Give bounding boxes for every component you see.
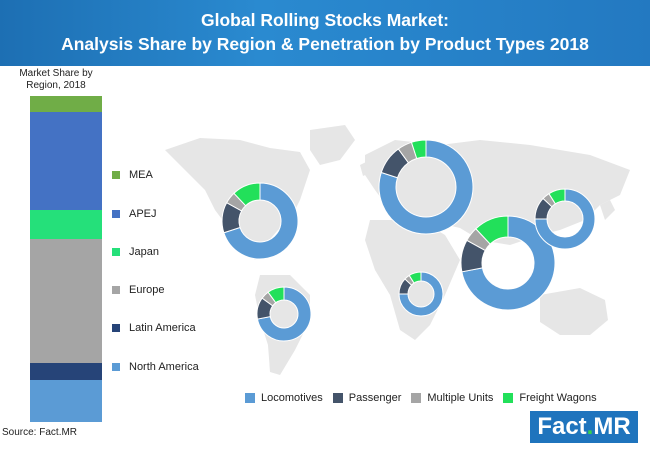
chart-title-line1: Global Rolling Stocks Market: — [201, 10, 449, 30]
legend-item-apej: APEJ — [112, 207, 157, 221]
legend-item-mea: MEA — [112, 168, 153, 182]
legend-swatch-apej — [112, 210, 120, 218]
chart-title: Global Rolling Stocks Market: Analysis S… — [0, 8, 650, 56]
doughnut-latin-america — [256, 286, 312, 342]
source-note: Source: Fact.MR — [2, 427, 78, 438]
slice-europe-locomotives — [378, 139, 474, 235]
stacked-bar — [30, 96, 102, 422]
bar-segment-mea — [30, 96, 102, 113]
legend-swatch-north-america — [112, 363, 120, 371]
legend-item-locomotives: Locomotives — [245, 392, 323, 404]
bar-segment-north-america — [30, 379, 102, 422]
island-uk — [360, 160, 372, 176]
bar-segment-europe — [30, 239, 102, 364]
legend-label-japan: Japan — [129, 246, 159, 258]
slice-europe-freight-wagons — [410, 139, 427, 160]
legend-label-multiple-units: Multiple Units — [427, 392, 494, 404]
legend-swatch-freight-wagons — [503, 393, 514, 403]
doughnut-africa — [398, 271, 444, 317]
slice-asia-pacific-freight-wagons — [475, 215, 509, 245]
legend-swatch-locomotives — [245, 393, 255, 403]
title-banner — [0, 0, 650, 66]
legend-item-japan: Japan — [112, 245, 159, 259]
legend-item-europe: Europe — [112, 283, 164, 297]
legend-label-europe: Europe — [129, 284, 165, 296]
bar-segment-apej — [30, 112, 102, 211]
bar-segment-latin-america — [30, 363, 102, 380]
region-legend: MEA APEJ Japan Europe Latin America North Ame… — [112, 0, 222, 450]
doughnut-europe — [378, 139, 474, 235]
legend-label-apej: APEJ — [129, 208, 157, 220]
legend-swatch-latin-america — [112, 324, 120, 332]
legend-swatch-mea — [112, 171, 120, 179]
slice-oceania-freight-wagons — [548, 188, 566, 205]
slice-north-america-locomotives — [223, 182, 299, 260]
chart-title-line2: Analysis Share by Region & Penetration b… — [61, 34, 589, 54]
doughnut-asia-pacific — [460, 215, 556, 311]
legend-item-multiple-units: Multiple Units — [411, 392, 493, 404]
slice-latin-america-locomotives — [256, 286, 312, 342]
continent-australia — [540, 288, 608, 335]
continent-greenland — [310, 125, 355, 165]
legend-label-latin-america: Latin America — [129, 322, 196, 334]
logo-suffix: MR — [593, 413, 631, 440]
doughnut-oceania — [534, 188, 596, 250]
legend-item-passenger: Passenger — [332, 392, 402, 404]
product-legend: Locomotives Passenger Multiple Units Freigh… — [245, 390, 607, 406]
legend-label-mea: MEA — [129, 169, 153, 181]
legend-swatch-europe — [112, 286, 120, 294]
slice-africa-locomotives — [398, 271, 444, 317]
doughnut-north-america — [221, 182, 299, 260]
slice-oceania-locomotives — [534, 188, 596, 250]
slice-north-america-freight-wagons — [233, 182, 261, 207]
legend-label-freight-wagons: Freight Wagons — [519, 392, 597, 404]
logo-dot: . — [586, 413, 594, 440]
legend-item-freight-wagons: Freight Wagons — [503, 392, 597, 404]
logo-main: Fact — [537, 413, 587, 440]
legend-swatch-passenger — [332, 393, 343, 403]
factmr-logo: Fact.MR — [530, 411, 638, 443]
bar-segment-japan — [30, 210, 102, 240]
legend-swatch-multiple-units — [411, 393, 422, 403]
legend-label-locomotives: Locomotives — [261, 392, 323, 404]
slice-asia-pacific-locomotives — [461, 215, 556, 311]
legend-swatch-japan — [112, 248, 120, 256]
stacked-bar-title: Market Share by Region, 2018 — [19, 68, 93, 91]
legend-item-north-america: North America — [112, 360, 199, 374]
island-japan — [600, 200, 615, 220]
legend-item-latin-america: Latin America — [112, 321, 196, 335]
legend-label-north-america: North America — [129, 361, 199, 373]
slice-latin-america-freight-wagons — [267, 286, 285, 304]
legend-label-passenger: Passenger — [348, 392, 402, 404]
slice-africa-freight-wagons — [408, 271, 422, 284]
